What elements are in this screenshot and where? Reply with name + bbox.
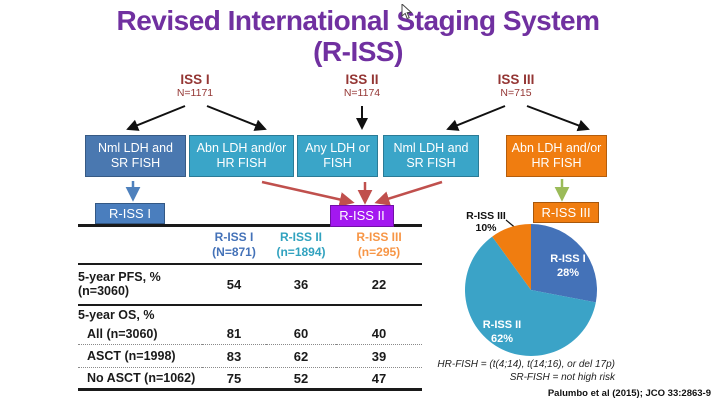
page-title: Revised International Staging System (R-… (0, 5, 716, 67)
sr-fish-note: SR-FISH = not high risk (509, 372, 615, 383)
criteria-box-nml-ldh-sr-fish-2: Nml LDH and SR FISH (383, 135, 479, 177)
pie-label-riss-3: R-ISS III 10% (455, 210, 517, 234)
col-header-2: R-ISS II (n=1894) (266, 225, 336, 265)
pie-label-riss-3-name: R-ISS III (466, 210, 506, 222)
table-row: No ASCT (n=1062) 75 52 47 (78, 367, 422, 391)
row-value (266, 305, 336, 324)
iss-3-label: ISS III (497, 72, 535, 87)
row-label: ASCT (n=1998) (78, 344, 202, 368)
row-value: 40 (336, 323, 422, 345)
row-label: 5-year OS, % (78, 307, 155, 322)
table-row: All (n=3060) 81 60 40 (78, 323, 422, 345)
row-value: 22 (336, 263, 422, 306)
table-row: 5-year PFS, % (n=3060) 54 36 22 (78, 263, 422, 306)
pie-label-riss-2-name: R-ISS II (482, 319, 522, 331)
riss-distribution-pie-chart (464, 224, 597, 356)
row-label: All (n=3060) (78, 323, 202, 345)
fish-definitions-note: HR-FISH = (t(4;14), t(14;16), or del 17p… (380, 358, 615, 384)
hr-fish-note: HR-FISH = (t(4;14), t(14;16), or del 17p… (437, 359, 615, 370)
row-value: 81 (202, 323, 266, 345)
row-label: 5-year PFS, % (n=3060) (78, 263, 202, 306)
pie-slice-r-iss-iii (492, 224, 531, 290)
criteria-box-label: Nml LDH and SR FISH (97, 141, 174, 170)
mouse-cursor-icon (401, 4, 412, 20)
col-header-1: R-ISS I (N=871) (202, 225, 266, 265)
iss-1-count: N=1171 (176, 87, 214, 99)
pie-label-riss-1-pct: 28% (556, 267, 580, 279)
outcomes-table: R-ISS I (N=871) R-ISS II (n=1894) R-ISS III(… (78, 224, 422, 391)
pie-label-riss-3-pct: 10% (475, 222, 497, 234)
row-value: 39 (336, 344, 422, 368)
row-value: 36 (266, 263, 336, 306)
criteria-box-label: Any LDH or FISH (305, 141, 370, 170)
row-value: 60 (266, 323, 336, 345)
riss-3-chip: R-ISS III (533, 202, 599, 223)
col-header-3: R-ISS III (n=295) (336, 225, 422, 265)
pie-label-riss-1-name: R-ISS I (550, 253, 586, 265)
row-value (336, 305, 422, 324)
riss-2-chip: R-ISS II (330, 205, 394, 227)
criteria-box-label: Nml LDH and SR FISH (393, 141, 469, 170)
row-value (202, 305, 266, 324)
outcomes-table-header: R-ISS I (N=871) R-ISS II (n=1894) R-ISS III(… (78, 225, 422, 265)
criteria-box-label: Abn LDH and/or HR FISH (511, 141, 602, 170)
row-value: 75 (202, 367, 266, 391)
pie-label-riss-1: R-ISS I 28% (539, 252, 597, 280)
table-row: 5-year OS, % (78, 305, 422, 324)
table-row: ASCT (n=1998) 83 62 39 (78, 344, 422, 368)
row-label: No ASCT (n=1062) (78, 367, 202, 391)
page-title-line2: (R-ISS) (313, 36, 403, 67)
riss-3-chip-label: R-ISS III (541, 205, 591, 220)
iss-group-2: ISS II N=1174 (302, 72, 422, 100)
riss-1-chip: R-ISS I (95, 203, 165, 224)
criteria-box-abn-ldh-hr-fish-2: Abn LDH and/or HR FISH (506, 135, 607, 177)
iss-group-3: ISS III N=715 (456, 72, 576, 100)
criteria-box-abn-ldh-hr-fish-1: Abn LDH and/or HR FISH (189, 135, 294, 177)
outcomes-table-body: 5-year PFS, % (n=3060) 54 36 22 5-year OS, % A… (78, 263, 422, 391)
iss-2-label: ISS II (345, 72, 379, 87)
riss-2-chip-label: R-ISS II (339, 208, 385, 223)
row-value: 52 (266, 367, 336, 391)
page-title-line1: Revised International Staging System (116, 5, 600, 36)
row-value: 83 (202, 344, 266, 368)
pie-slice-r-iss-i (531, 224, 597, 303)
citation: Palumbo et al (2015); JCO 33:2863-9 (547, 388, 711, 399)
iss-1-label: ISS I (180, 72, 210, 87)
iss-group-1: ISS I N=1171 (135, 72, 255, 100)
row-value: 54 (202, 263, 266, 306)
iss-2-count: N=1174 (343, 87, 381, 99)
pie-label-riss-2-pct: 62% (490, 333, 514, 345)
pie-label-riss-2: R-ISS II 62% (470, 318, 534, 346)
row-value: 62 (266, 344, 336, 368)
iss-3-count: N=715 (500, 87, 532, 99)
pie-slice-r-iss-ii (464, 236, 596, 356)
riss-1-chip-label: R-ISS I (109, 206, 151, 221)
row-value: 47 (336, 367, 422, 391)
criteria-box-nml-ldh-sr-fish-1: Nml LDH and SR FISH (85, 135, 186, 177)
criteria-box-label: Abn LDH and/or HR FISH (196, 141, 287, 170)
criteria-box-any-ldh-fish: Any LDH or FISH (297, 135, 378, 177)
